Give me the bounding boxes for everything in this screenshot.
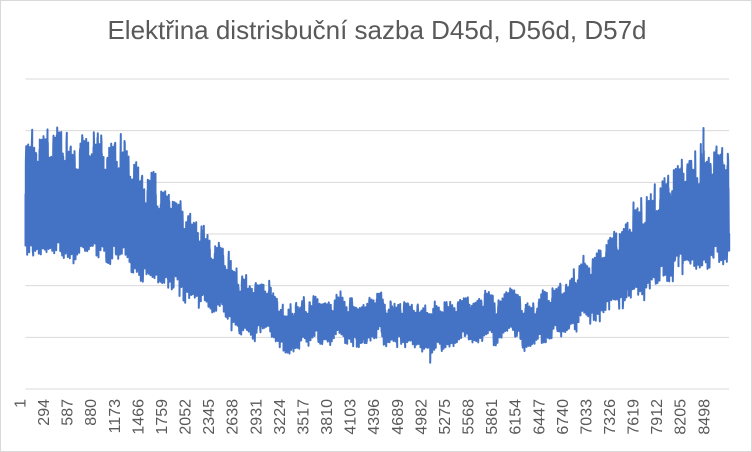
svg-text:587: 587 <box>60 399 77 426</box>
svg-text:2345: 2345 <box>201 399 218 435</box>
svg-text:7033: 7033 <box>578 399 595 435</box>
svg-text:8498: 8498 <box>696 399 713 435</box>
svg-text:3810: 3810 <box>319 399 336 435</box>
svg-text:1759: 1759 <box>154 399 171 435</box>
svg-text:5568: 5568 <box>461 399 478 435</box>
svg-text:5275: 5275 <box>437 399 454 435</box>
svg-text:4396: 4396 <box>366 399 383 435</box>
svg-text:6740: 6740 <box>555 399 572 435</box>
svg-text:7326: 7326 <box>602 399 619 435</box>
svg-text:6154: 6154 <box>508 399 525 435</box>
svg-text:3517: 3517 <box>295 399 312 435</box>
svg-text:3224: 3224 <box>272 399 289 435</box>
svg-text:1: 1 <box>13 399 30 408</box>
svg-text:5861: 5861 <box>484 399 501 435</box>
svg-text:6447: 6447 <box>531 399 548 435</box>
svg-text:8205: 8205 <box>673 399 690 435</box>
svg-text:2052: 2052 <box>178 399 195 435</box>
svg-text:7912: 7912 <box>649 399 666 435</box>
svg-text:880: 880 <box>83 399 100 426</box>
svg-text:1466: 1466 <box>130 399 147 435</box>
svg-text:7619: 7619 <box>626 399 643 435</box>
svg-text:1173: 1173 <box>107 399 124 434</box>
svg-text:4982: 4982 <box>413 399 430 435</box>
svg-text:2931: 2931 <box>248 399 265 435</box>
svg-text:4689: 4689 <box>390 399 407 435</box>
svg-text:294: 294 <box>36 399 53 426</box>
svg-text:2638: 2638 <box>225 399 242 435</box>
svg-text:4103: 4103 <box>343 399 360 435</box>
